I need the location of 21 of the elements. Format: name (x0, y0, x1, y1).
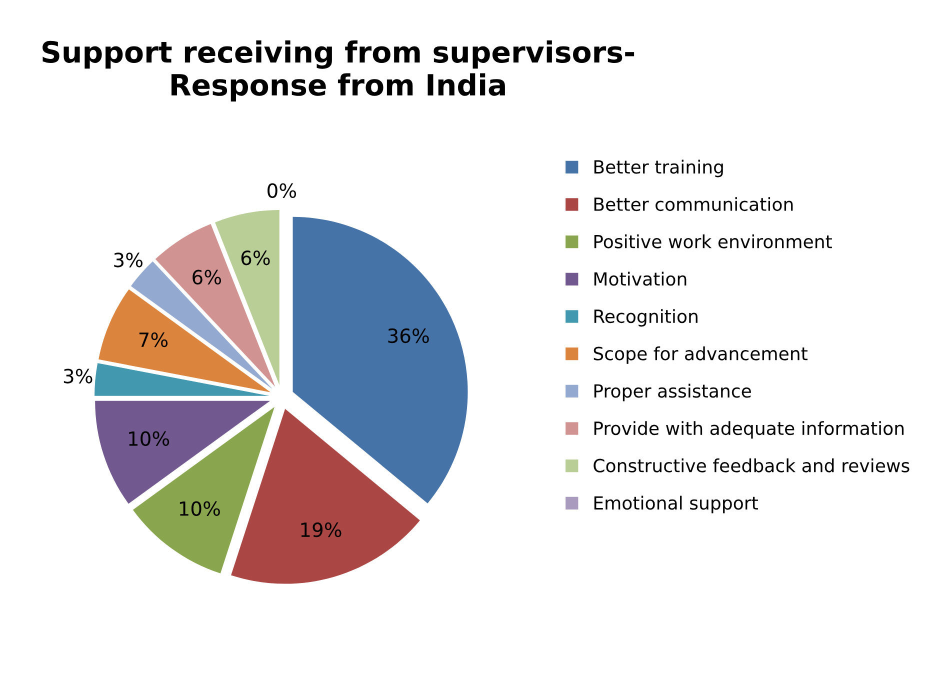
data-label: 19% (301, 522, 342, 538)
legend-label: Motivation (594, 272, 686, 286)
legend-label: Better communication (594, 197, 793, 212)
data-label: 3% (114, 252, 142, 268)
data-label: 7% (139, 332, 168, 348)
text: 0% (268, 183, 296, 198)
legend-label: Emotional support (594, 496, 758, 514)
legend-label: Provide with adequate information (594, 421, 904, 439)
legend-label: Proper assistance (594, 384, 751, 402)
chart-title: Support receiving from supervisors- Response from India (42, 40, 634, 102)
data-label: 3% (64, 368, 92, 384)
data-label: 6% (192, 270, 222, 285)
legend-label: Positive work environment (594, 234, 832, 248)
legend-label: Better training (594, 160, 723, 178)
data-label: 6% (241, 250, 270, 266)
data-label: 10% (180, 501, 220, 516)
data-label: 10% (129, 431, 170, 446)
legend-label: Constructive feedback and reviews (594, 458, 910, 472)
data-label: 36% (388, 328, 429, 344)
legend-label: Scope for advancement (594, 346, 808, 364)
legend-label: Recognition (594, 309, 698, 327)
